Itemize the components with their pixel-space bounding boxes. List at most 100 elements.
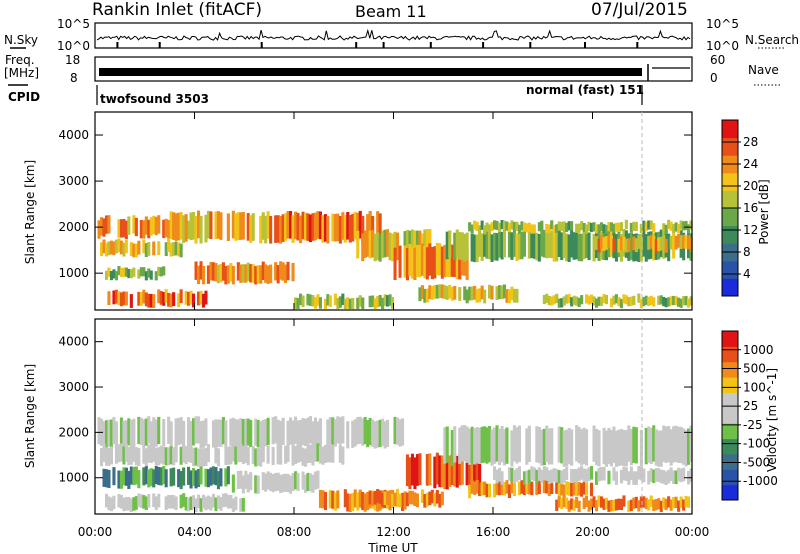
range-gate-cell bbox=[418, 287, 422, 302]
range-gate-cell bbox=[654, 239, 658, 253]
range-gate-cell bbox=[570, 297, 574, 307]
range-gate-cell bbox=[632, 471, 636, 485]
range-gate-cell bbox=[507, 289, 511, 304]
range-gate-cell bbox=[552, 225, 556, 235]
range-gate-cell bbox=[226, 446, 230, 465]
range-gate-cell bbox=[420, 489, 424, 503]
range-gate-cell bbox=[167, 495, 171, 509]
range-gate-cell bbox=[465, 426, 469, 463]
range-gate-cell bbox=[428, 229, 432, 257]
range-gate-cell bbox=[604, 430, 608, 467]
range-gate-cell bbox=[597, 430, 601, 467]
range-gate-cell bbox=[144, 448, 148, 467]
range-gate-cell bbox=[547, 224, 551, 234]
range-gate-cell bbox=[527, 425, 531, 462]
range-gate-cell bbox=[209, 261, 213, 281]
range-gate-cell bbox=[652, 425, 656, 462]
range-gate-cell bbox=[328, 444, 332, 463]
range-gate-cell bbox=[219, 468, 223, 487]
range-gate-cell bbox=[657, 430, 661, 467]
range-gate-cell bbox=[299, 420, 303, 448]
range-gate-cell bbox=[495, 286, 499, 300]
range-gate-cell bbox=[134, 447, 138, 466]
range-gate-cell bbox=[465, 453, 469, 486]
range-gate-cell bbox=[535, 481, 539, 496]
range-gate-cell bbox=[522, 222, 526, 232]
range-gate-cell bbox=[560, 482, 564, 496]
range-gate-cell bbox=[177, 469, 181, 488]
range-gate-cell bbox=[453, 232, 457, 261]
range-gate-cell bbox=[274, 473, 278, 492]
range-gate-cell bbox=[592, 425, 596, 462]
range-gate-cell bbox=[674, 470, 678, 485]
range-gate-cell bbox=[664, 224, 668, 234]
velocity-y-label: Slant Range [km] bbox=[23, 364, 37, 468]
range-gate-cell bbox=[405, 248, 409, 281]
range-gate-cell bbox=[261, 212, 265, 240]
range-gate-cell bbox=[612, 295, 616, 305]
range-gate-cell bbox=[386, 491, 390, 505]
range-gate-cell bbox=[585, 224, 589, 234]
range-gate-cell bbox=[169, 293, 173, 308]
range-gate-cell bbox=[144, 466, 148, 485]
range-gate-cell bbox=[127, 496, 131, 511]
range-gate-cell bbox=[152, 493, 156, 508]
range-gate-cell bbox=[565, 466, 569, 480]
range-gate-cell bbox=[488, 426, 492, 463]
range-gate-cell bbox=[689, 220, 693, 230]
colorbar-tick-label: 20 bbox=[743, 179, 758, 193]
velocity-data bbox=[97, 416, 693, 513]
range-gate-cell bbox=[194, 261, 198, 280]
range-gate-cell bbox=[425, 229, 429, 257]
range-gate-cell bbox=[654, 499, 658, 511]
range-gate-cell bbox=[555, 469, 559, 483]
range-gate-cell bbox=[279, 474, 283, 493]
range-gate-cell bbox=[438, 494, 442, 508]
range-gate-cell bbox=[383, 229, 387, 258]
range-gate-cell bbox=[371, 492, 375, 507]
range-gate-cell bbox=[366, 420, 370, 448]
range-gate-cell bbox=[308, 473, 312, 492]
range-gate-cell bbox=[197, 210, 201, 239]
range-gate-cell bbox=[331, 417, 335, 445]
range-gate-cell bbox=[107, 267, 111, 277]
range-gate-cell bbox=[291, 420, 295, 448]
range-gate-cell bbox=[505, 221, 509, 231]
range-gate-cell bbox=[381, 418, 385, 446]
cpid-program-left: twofsound 3503 bbox=[100, 92, 209, 106]
range-gate-cell bbox=[632, 221, 636, 231]
range-gate-cell bbox=[102, 239, 106, 254]
range-gate-cell bbox=[164, 469, 168, 488]
range-gate-cell bbox=[313, 212, 317, 241]
range-gate-cell bbox=[182, 215, 186, 243]
colorbar-tick-label: 8 bbox=[743, 245, 751, 259]
range-gate-cell bbox=[433, 492, 437, 507]
range-gate-cell bbox=[609, 298, 613, 308]
range-gate-cell bbox=[321, 446, 325, 465]
range-gate-cell bbox=[557, 221, 561, 231]
range-gate-cell bbox=[413, 247, 417, 280]
range-gate-cell bbox=[154, 466, 158, 485]
range-gate-cell bbox=[527, 222, 531, 232]
range-gate-cell bbox=[629, 466, 633, 481]
range-gate-cell bbox=[525, 480, 529, 494]
range-gate-cell bbox=[144, 418, 148, 446]
range-gate-cell bbox=[557, 496, 561, 508]
range-gate-cell bbox=[614, 222, 618, 232]
range-gate-cell bbox=[478, 288, 482, 303]
range-gate-cell bbox=[682, 221, 686, 231]
range-gate-cell bbox=[637, 466, 641, 480]
range-gate-cell bbox=[338, 296, 342, 308]
range-gate-cell bbox=[684, 296, 688, 306]
range-gate-cell bbox=[542, 466, 546, 480]
range-gate-cell bbox=[236, 262, 240, 281]
range-gate-cell bbox=[565, 233, 569, 262]
range-gate-cell bbox=[169, 494, 173, 509]
range-gate-cell bbox=[401, 418, 405, 446]
range-gate-cell bbox=[308, 416, 312, 444]
range-gate-cell bbox=[507, 222, 511, 233]
range-gate-cell bbox=[333, 419, 337, 447]
colorbar-segment bbox=[722, 190, 738, 209]
range-gate-cell bbox=[547, 470, 551, 484]
range-gate-cell bbox=[500, 471, 504, 485]
